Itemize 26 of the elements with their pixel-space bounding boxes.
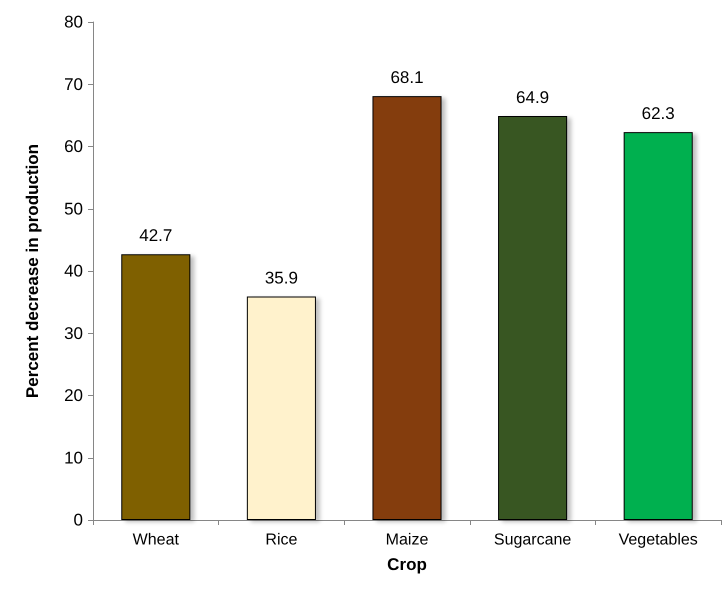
x-tick-label: Maize xyxy=(386,532,428,548)
data-label: 42.7 xyxy=(139,226,172,246)
bar xyxy=(498,116,568,520)
y-tick-label: 0 xyxy=(74,510,83,530)
bar xyxy=(372,96,442,520)
y-tick-label: 30 xyxy=(64,324,83,343)
bar xyxy=(121,254,190,520)
x-tick-label: Rice xyxy=(265,532,298,548)
data-label: 62.3 xyxy=(642,104,675,124)
y-tick-label: 80 xyxy=(64,12,83,32)
x-axis-title: Crop xyxy=(387,555,427,574)
y-tick-label: 40 xyxy=(64,262,83,280)
y-axis-title: Percent decrease in production xyxy=(23,144,42,398)
y-tick-label: 50 xyxy=(64,199,83,218)
x-tick-label: Wheat xyxy=(132,532,180,548)
y-tick-label: 20 xyxy=(64,386,83,405)
x-tick-label: Sugarcane xyxy=(494,532,572,548)
bar xyxy=(246,296,316,520)
y-tick-label: 70 xyxy=(64,74,83,94)
x-tick-label: Vegetables xyxy=(618,532,698,548)
y-tick-label: 60 xyxy=(64,137,83,156)
data-label: 64.9 xyxy=(516,88,550,107)
bar xyxy=(624,132,693,520)
data-label: 68.1 xyxy=(390,68,424,88)
data-label: 35.9 xyxy=(264,268,298,288)
y-tick-label: 10 xyxy=(64,448,83,468)
